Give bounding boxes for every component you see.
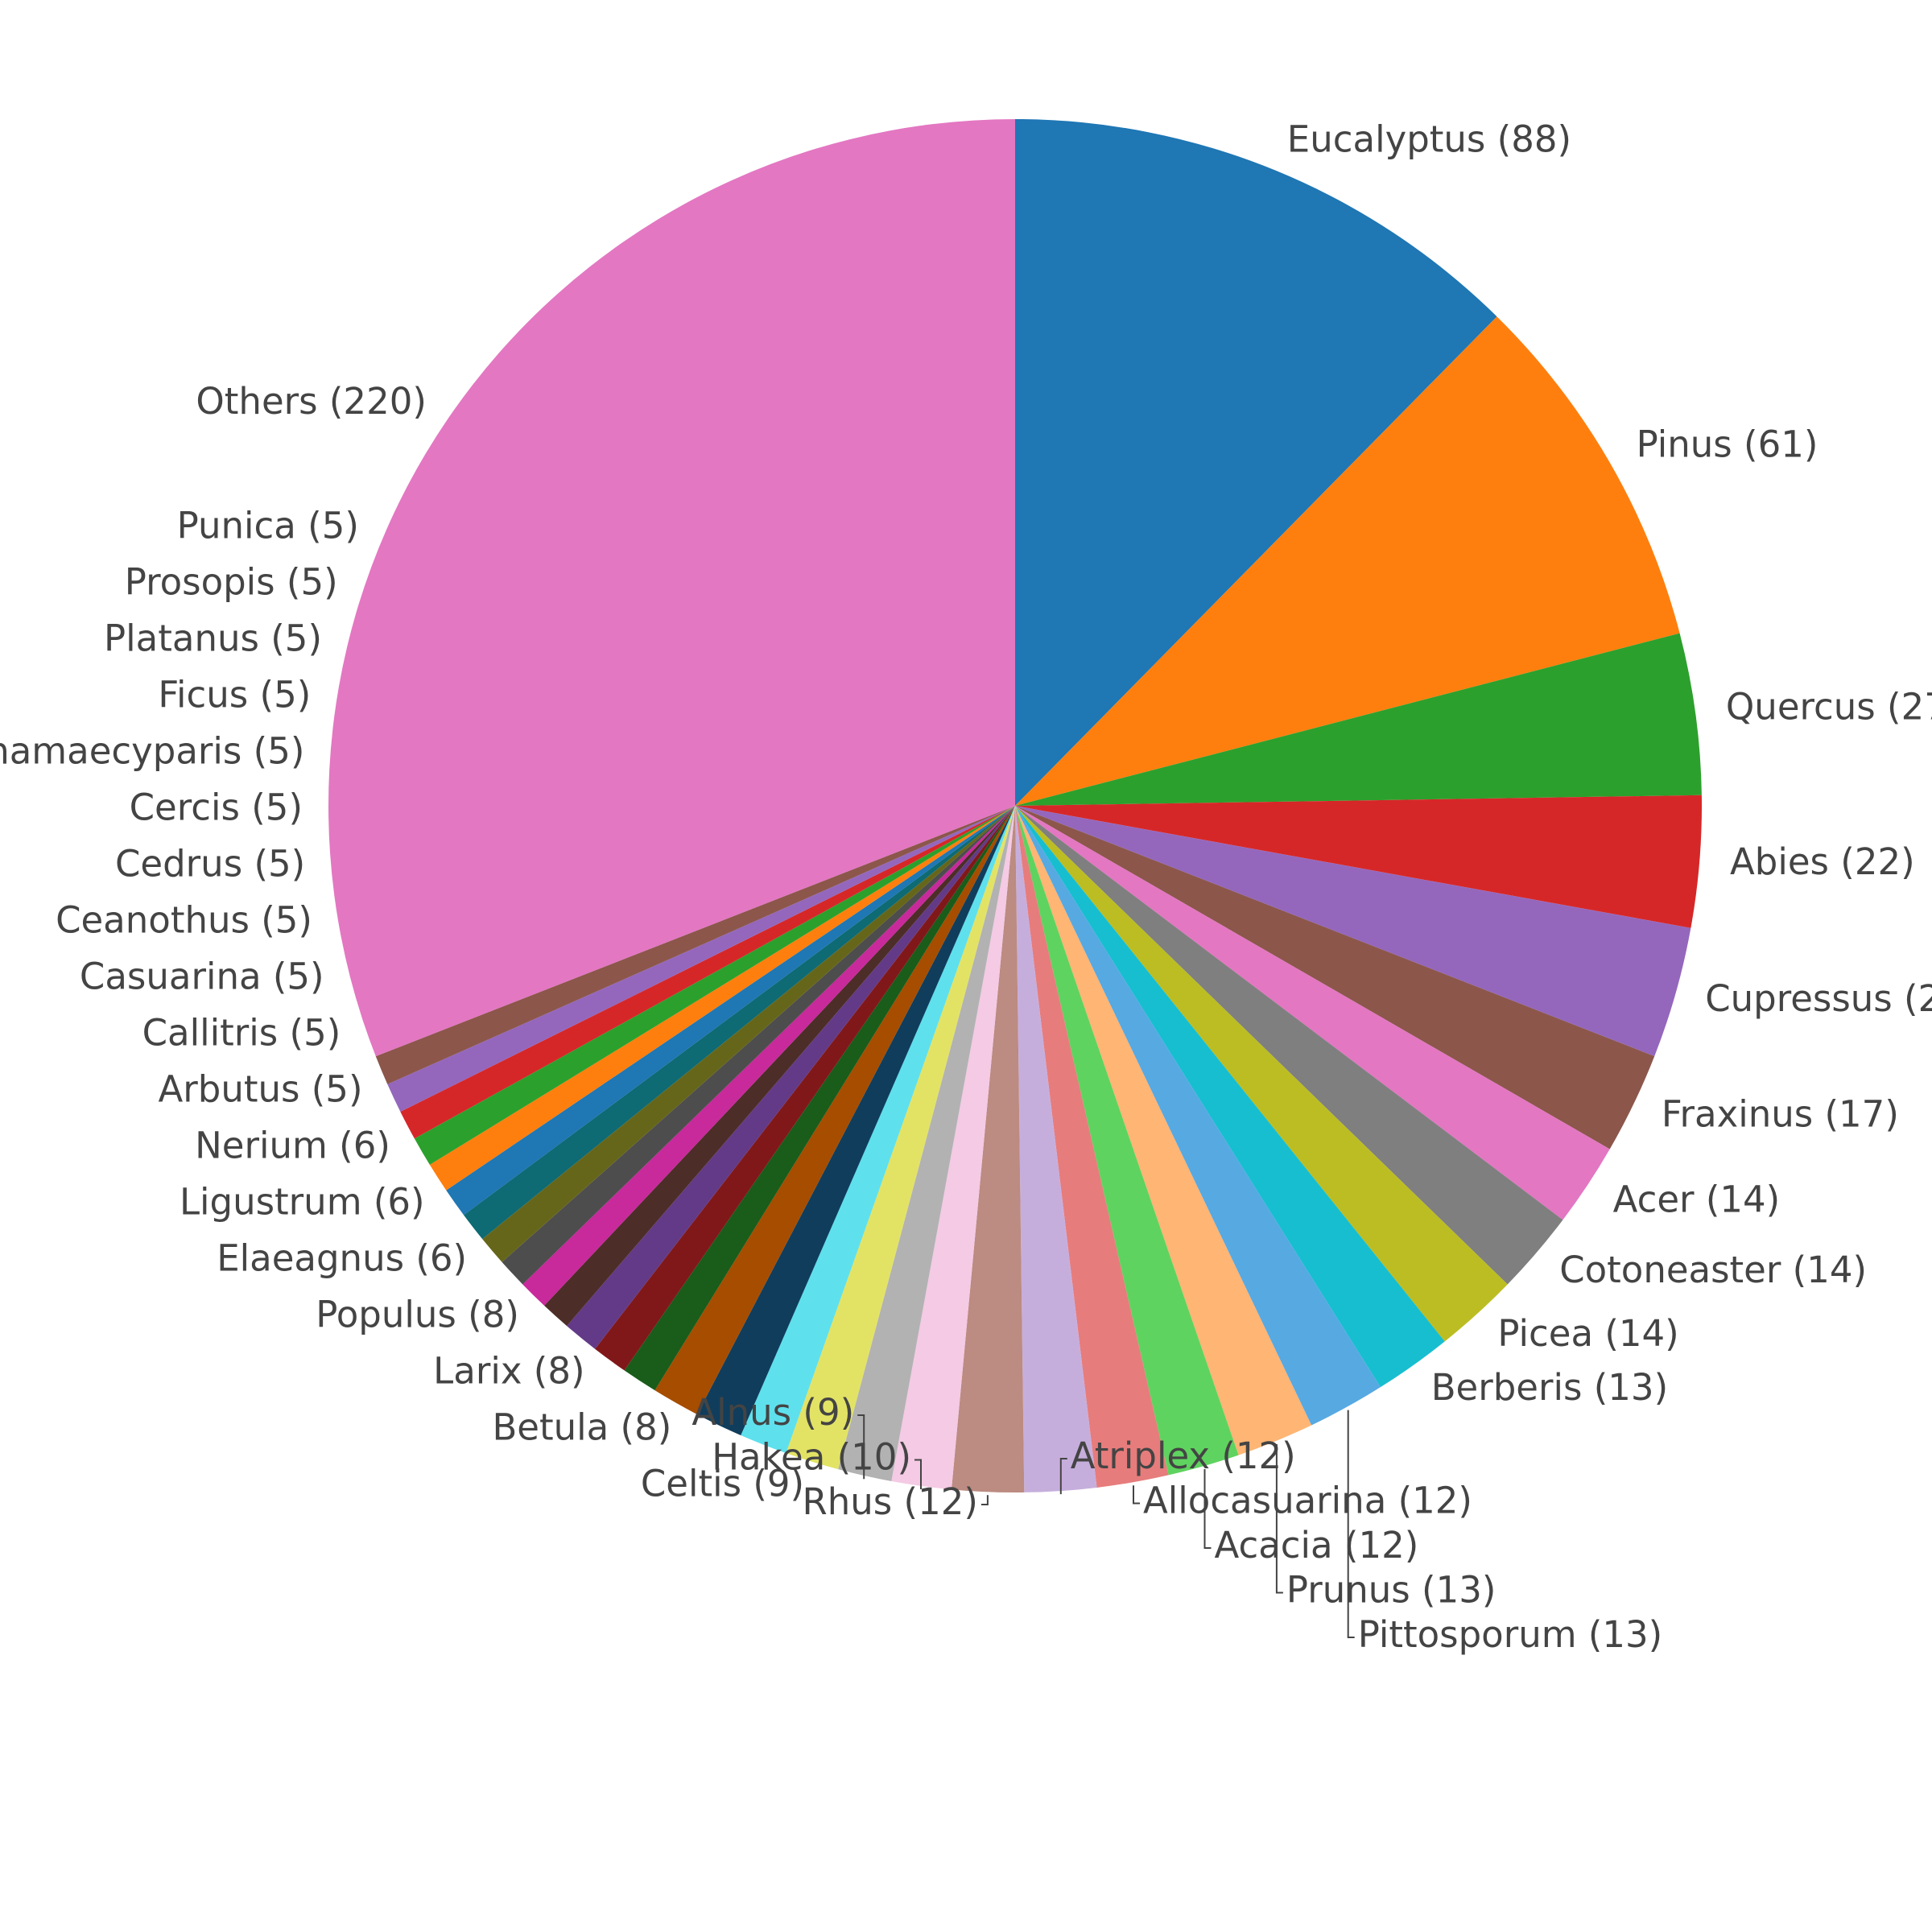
- slice-prosopis[interactable]: [387, 806, 1015, 1113]
- slice-label-ficus: Ficus (5): [158, 673, 311, 716]
- slice-label-nerium: Nerium (6): [195, 1124, 390, 1166]
- slice-label-alnus: Alnus (9): [691, 1391, 854, 1434]
- slice-eucalyptus[interactable]: [1015, 119, 1497, 806]
- slice-label-arbutus: Arbutus (5): [158, 1067, 362, 1110]
- slice-arbutus[interactable]: [544, 806, 1015, 1327]
- slice-berberis[interactable]: [1015, 806, 1445, 1388]
- slice-pinus[interactable]: [1015, 316, 1680, 806]
- slice-pittosporum[interactable]: [1015, 806, 1381, 1426]
- slice-nerium[interactable]: [567, 806, 1015, 1349]
- slice-cedrus[interactable]: [464, 806, 1015, 1240]
- slice-label-abies: Abies (22): [1730, 840, 1915, 883]
- slice-acacia[interactable]: [1015, 806, 1239, 1476]
- slice-label-hakea: Hakea (10): [712, 1436, 911, 1479]
- slice-label-picea: Picea (14): [1497, 1312, 1678, 1355]
- slice-label-quercus: Quercus (27): [1726, 685, 1932, 728]
- slice-fraxinus[interactable]: [1015, 806, 1655, 1150]
- slice-label-betula: Betula (8): [492, 1406, 671, 1448]
- slice-others[interactable]: [328, 119, 1015, 1057]
- slice-label-eucalyptus: Eucalyptus (88): [1287, 118, 1571, 161]
- slice-label-callitris: Callitris (5): [142, 1011, 341, 1054]
- slice-label-atriplex: Atriplex (12): [1071, 1435, 1296, 1477]
- slice-ceanothus[interactable]: [482, 806, 1015, 1262]
- slice-punica[interactable]: [375, 806, 1015, 1084]
- slice-casuarina[interactable]: [502, 806, 1015, 1285]
- leader-line-hakea: [914, 1459, 922, 1489]
- slice-label-ligustrum: Ligustrum (6): [180, 1180, 425, 1223]
- slice-ligustrum[interactable]: [595, 806, 1015, 1371]
- slice-label-cupressus: Cupressus (22): [1705, 977, 1932, 1020]
- slice-picea[interactable]: [1015, 806, 1508, 1342]
- slice-label-rhus: Rhus (12): [802, 1480, 977, 1523]
- slice-label-fraxinus: Fraxinus (17): [1662, 1092, 1899, 1135]
- slice-abies[interactable]: [1015, 795, 1703, 928]
- slice-label-prosopis: Prosopis (5): [125, 560, 338, 603]
- slice-label-allocasuarina: Allocasuarina (12): [1143, 1480, 1472, 1522]
- slice-label-populus: Populus (8): [316, 1293, 519, 1335]
- slice-quercus[interactable]: [1015, 633, 1702, 806]
- slice-alnus[interactable]: [838, 806, 1015, 1482]
- slice-label-elaeagnus: Elaeagnus (6): [217, 1236, 467, 1279]
- slice-cotoneaster[interactable]: [1015, 806, 1563, 1285]
- slice-platanus[interactable]: [400, 806, 1016, 1139]
- slice-hakea[interactable]: [891, 806, 1015, 1490]
- label-leader-lines: [857, 1410, 1355, 1638]
- slice-label-cercis: Cercis (5): [130, 786, 303, 828]
- slice-ficus[interactable]: [414, 806, 1015, 1165]
- leader-line-alnus: [857, 1414, 865, 1480]
- pie-slices: [328, 119, 1703, 1493]
- leader-line-allocasuarina: [1133, 1485, 1140, 1505]
- slice-label-ceanothus: Ceanothus (5): [56, 898, 312, 941]
- slice-label-larix: Larix (8): [433, 1349, 584, 1392]
- leader-line-prunus: [1275, 1444, 1283, 1594]
- slice-label-celtis: Celtis (9): [641, 1462, 804, 1505]
- slice-chamaecyparis[interactable]: [429, 806, 1015, 1191]
- slice-elaeagnus[interactable]: [624, 806, 1015, 1391]
- slice-label-chamaecyparis: Chamaecyparis (5): [0, 729, 304, 772]
- leader-line-pittosporum: [1347, 1410, 1355, 1638]
- leader-line-acacia: [1203, 1469, 1212, 1549]
- slice-prunus[interactable]: [1015, 806, 1312, 1455]
- slice-celtis[interactable]: [786, 806, 1015, 1470]
- slice-label-cedrus: Cedrus (5): [115, 842, 305, 885]
- slice-cercis[interactable]: [446, 806, 1015, 1216]
- slice-label-platanus: Platanus (5): [104, 617, 322, 659]
- slice-label-cotoneaster: Cotoneaster (14): [1559, 1249, 1867, 1291]
- slice-populus[interactable]: [654, 806, 1015, 1414]
- slice-label-acacia: Acacia (12): [1215, 1524, 1419, 1567]
- slice-larix[interactable]: [696, 806, 1015, 1435]
- slice-rhus[interactable]: [951, 806, 1025, 1493]
- slice-label-others: Others (220): [196, 380, 427, 423]
- slice-callitris[interactable]: [522, 806, 1015, 1306]
- slice-labels: Eucalyptus (88) Pinus (61) Quercus (27) Abi…: [0, 118, 1932, 1657]
- leader-line-atriplex: [1059, 1458, 1067, 1495]
- slice-label-acer: Acer (14): [1613, 1178, 1781, 1220]
- slice-label-pinus: Pinus (61): [1637, 423, 1818, 466]
- slice-label-casuarina: Casuarina (5): [80, 955, 324, 997]
- slice-label-prunus: Prunus (13): [1286, 1569, 1496, 1612]
- slice-allocasuarina[interactable]: [1015, 806, 1169, 1488]
- leader-line-rhus: [980, 1495, 989, 1505]
- slice-label-pittosporum: Pittosporum (13): [1358, 1613, 1663, 1656]
- slice-label-punica: Punica (5): [177, 504, 359, 547]
- slice-betula[interactable]: [741, 806, 1015, 1454]
- slice-atriplex[interactable]: [1015, 806, 1097, 1492]
- slice-label-berberis: Berberis (13): [1431, 1366, 1668, 1409]
- slice-acer[interactable]: [1015, 806, 1610, 1220]
- slice-cupressus[interactable]: [1015, 806, 1691, 1057]
